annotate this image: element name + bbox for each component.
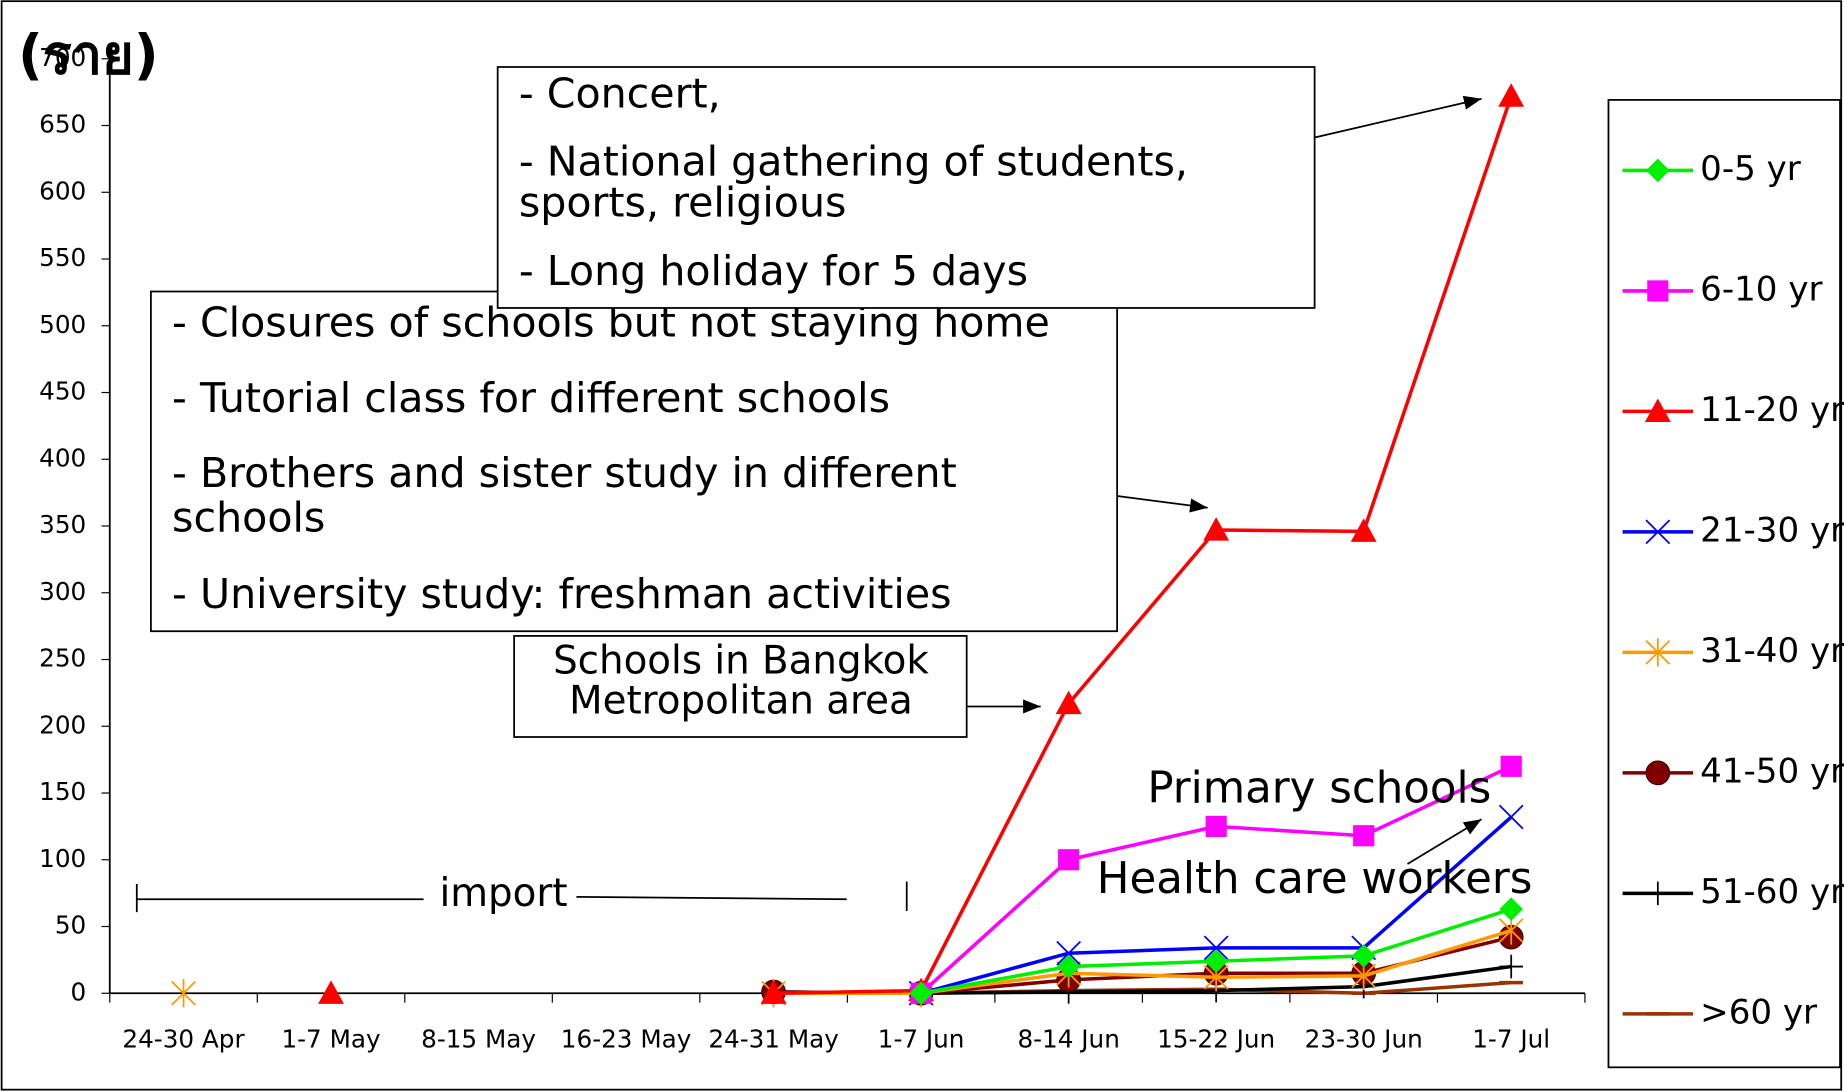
x-tick-label: 8-14 Jun (1017, 1024, 1119, 1053)
marker (1644, 398, 1671, 422)
x-tick-label: 15-22 Jun (1157, 1024, 1275, 1053)
annotation-text: Metropolitan area (569, 678, 913, 723)
marker (1500, 755, 1522, 777)
marker (1645, 760, 1671, 786)
marker (1203, 935, 1229, 961)
y-tick-label: 500 (39, 310, 86, 339)
annotation-text: - Brothers and sister study in different (172, 449, 957, 497)
x-tick-label: 8-15 May (421, 1024, 536, 1053)
series-line (773, 95, 1513, 996)
annotation-text: schools (172, 494, 325, 542)
y-tick-label: 450 (39, 377, 86, 406)
annotation-text: - Tutorial class for different schools (172, 374, 890, 422)
annotation-box (150, 290, 1119, 633)
legend: 0-5 yr 6-10 yr 11-20 yr 21-30 yr 31-40 yr 41-… (1622, 149, 1844, 1032)
x-tick-label: 16-23 May (561, 1024, 692, 1053)
marker (1204, 949, 1228, 973)
y-tick-label: 50 (55, 911, 86, 940)
legend-label: 41-50 yr (1700, 751, 1844, 791)
marker (1056, 940, 1082, 966)
marker (1498, 916, 1524, 945)
marker (1498, 804, 1524, 830)
marker (1645, 638, 1671, 667)
annotation-text: sports, religious (519, 179, 847, 227)
legend-label: 21-30 yr (1700, 510, 1844, 550)
marker (1646, 158, 1670, 183)
legend-label: 6-10 yr (1700, 269, 1823, 309)
y-tick-label: 100 (39, 844, 86, 873)
arrow (1117, 495, 1208, 513)
annotation-text: - Concert, (519, 69, 721, 117)
y-tick-label: 650 (39, 110, 86, 139)
y-tick-label: 600 (39, 176, 86, 205)
arrow (1407, 818, 1482, 865)
legend-label: 51-60 yr (1700, 872, 1844, 912)
y-tick-label: 350 (39, 510, 86, 539)
marker (1645, 519, 1671, 545)
y-tick-label: 550 (39, 243, 86, 272)
y-tick-label: 0 (71, 977, 87, 1006)
x-tick-label: 1-7 Jun (878, 1024, 965, 1053)
legend-label: 31-40 yr (1700, 631, 1844, 671)
marker (1499, 954, 1523, 979)
annotation-text: Primary schools (1147, 764, 1491, 814)
marker (1056, 954, 1081, 979)
marker (1203, 517, 1230, 541)
annotation-box (496, 66, 1316, 309)
marker (1351, 944, 1376, 968)
x-tick-label: 1-7 Jul (1472, 1024, 1550, 1053)
annotation-text: Schools in Bangkok (553, 638, 929, 683)
legend-label: 0-5 yr (1700, 149, 1802, 189)
annotation-box (513, 635, 968, 738)
marker (1498, 83, 1525, 107)
x-tick-label: 24-31 May (708, 1024, 839, 1053)
marker (1350, 518, 1377, 542)
y-tick-label: 150 (39, 777, 86, 806)
y-tick-label: 250 (39, 644, 86, 673)
arrow (1314, 95, 1482, 139)
annotation-text: import (440, 871, 568, 916)
marker (318, 980, 344, 1004)
y-axis-label: (ราย) (18, 23, 159, 86)
annotation-text: - National gathering of students, (519, 138, 1188, 186)
x-tick-label: 23-30 Jun (1305, 1024, 1423, 1053)
annotation-text: - University study: freshman activities (172, 570, 952, 618)
plot: 0 50 100 150 200 250 300 350 400 450 500 550 600 650 7… (39, 43, 1586, 1053)
y-tick-label: 400 (39, 443, 86, 472)
marker (1353, 825, 1375, 847)
legend-label: >60 yr (1700, 992, 1818, 1032)
y-tick-label: 200 (39, 710, 86, 739)
y-tick-label: 300 (39, 577, 86, 606)
marker (1058, 849, 1080, 871)
marker (760, 980, 787, 1004)
arrows (135, 95, 1482, 913)
x-tick-label: 24-30 Apr (122, 1024, 245, 1053)
legend-label: 11-20 yr (1700, 390, 1844, 430)
annotation-text: Health care workers (1097, 854, 1533, 904)
y-tick-label: 700 (39, 43, 86, 72)
import-line (576, 895, 847, 901)
series-line (773, 928, 1512, 996)
x-tick-label: 1-7 May (281, 1024, 380, 1053)
annotation-text: - Long holiday for 5 days (519, 247, 1028, 295)
legend-box (1607, 99, 1841, 1069)
marker (1055, 690, 1082, 715)
marker (1646, 881, 1670, 906)
annotations: - Closures of schools but not staying ho… (135, 66, 1533, 916)
marker (171, 979, 196, 1008)
marker (1647, 280, 1669, 302)
marker (1205, 815, 1227, 837)
